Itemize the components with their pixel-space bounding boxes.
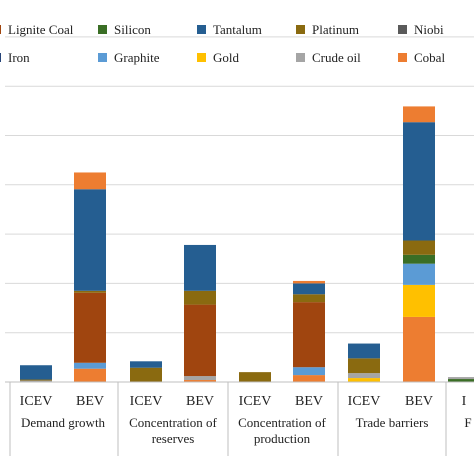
bar-segment-silicon bbox=[448, 379, 474, 382]
bar-segment-tantalum bbox=[403, 122, 435, 241]
x-group-label: Demand growth bbox=[21, 415, 106, 430]
legend-item-gold: Gold bbox=[197, 50, 240, 65]
legend-swatch bbox=[296, 25, 305, 34]
bar-segment-platinum bbox=[403, 240, 435, 255]
x-tick-label: BEV bbox=[186, 394, 214, 409]
x-tick-label: BEV bbox=[76, 394, 104, 409]
legend-label: Graphite bbox=[114, 50, 160, 65]
legend-item-iron: Iron bbox=[0, 50, 30, 65]
x-tick-label: ICEV bbox=[130, 394, 163, 409]
bar-stack-icev-4 bbox=[239, 372, 271, 382]
legend: Lignite Coal Silicon Tantalum Platinum Niobi… bbox=[0, 22, 445, 65]
legend-item-lignite-coal: Lignite Coal bbox=[0, 22, 74, 37]
legend-item-graphite: Graphite bbox=[98, 50, 160, 65]
x-group-label: Concentration of production bbox=[238, 415, 326, 446]
bar-segment-crude-oil bbox=[448, 377, 474, 380]
legend-label: Silicon bbox=[114, 22, 151, 37]
legend-swatch bbox=[98, 25, 107, 34]
bar-segment-platinum bbox=[348, 358, 380, 374]
bar-segment-gold bbox=[403, 284, 435, 317]
bar-segment-platinum bbox=[130, 367, 162, 382]
legend-swatch bbox=[398, 53, 407, 62]
legend-swatch bbox=[0, 25, 1, 34]
bar-segment-cobal bbox=[184, 380, 216, 382]
bar-segment-tantalum bbox=[130, 361, 162, 368]
bar-segment-platinum bbox=[239, 372, 271, 382]
bar-segment-platinum bbox=[293, 294, 325, 303]
bar-segment-cobal bbox=[74, 172, 106, 190]
bar-segment-cobal bbox=[293, 375, 325, 382]
bar-stack-bev-3 bbox=[184, 244, 216, 382]
legend-label: Gold bbox=[213, 50, 240, 65]
bar-segment-platinum bbox=[184, 290, 216, 305]
bar-segment-tantalum bbox=[74, 189, 106, 291]
legend-item-silicon: Silicon bbox=[98, 22, 151, 37]
x-tick-label: ICEV bbox=[348, 394, 381, 409]
bar-segment-platinum bbox=[74, 290, 106, 293]
legend-label: Platinum bbox=[312, 22, 359, 37]
bar-stack-bev-5 bbox=[293, 280, 325, 382]
bar-segment-tantalum bbox=[184, 244, 216, 291]
legend-label: Iron bbox=[8, 50, 30, 65]
bar-segment-lignite-coal bbox=[74, 292, 106, 363]
bar-segment-graphite bbox=[74, 362, 106, 369]
x-group-label: Concentration of reserves bbox=[129, 415, 217, 446]
bar-segment-cobal bbox=[403, 106, 435, 123]
x-tick-label: I bbox=[462, 394, 467, 409]
bar-stack-bev-7 bbox=[403, 106, 435, 382]
legend-swatch bbox=[296, 53, 305, 62]
bar-segment-tantalum bbox=[293, 283, 325, 295]
bar-segment-cobal bbox=[74, 368, 106, 382]
bar-segment-tantalum bbox=[20, 365, 52, 380]
bar-stack-icev-6 bbox=[348, 343, 380, 382]
legend-item-niobi: Niobi bbox=[398, 22, 444, 37]
bars bbox=[20, 106, 474, 382]
bar-segment-tantalum bbox=[348, 343, 380, 359]
legend-item-tantalum: Tantalum bbox=[197, 22, 262, 37]
bar-segment-crude-oil bbox=[20, 380, 52, 382]
x-tick-label: ICEV bbox=[239, 394, 272, 409]
legend-swatch bbox=[98, 53, 107, 62]
bar-segment-graphite bbox=[293, 367, 325, 376]
x-group-label: Trade barriers bbox=[356, 415, 429, 430]
legend-label: Niobi bbox=[414, 22, 444, 37]
legend-label: Crude oil bbox=[312, 50, 361, 65]
bar-segment-cobal bbox=[403, 316, 435, 382]
bar-stack-icev-2 bbox=[130, 361, 162, 382]
legend-item-cobal: Cobal bbox=[398, 50, 445, 65]
legend-label: Tantalum bbox=[213, 22, 262, 37]
bar-stack-bev-1 bbox=[74, 172, 106, 382]
legend-swatch bbox=[0, 53, 1, 62]
bar-segment-lignite-coal bbox=[184, 304, 216, 377]
bar-segment-cobal bbox=[293, 280, 325, 284]
bar-segment-silicon bbox=[403, 254, 435, 264]
legend-swatch bbox=[197, 25, 206, 34]
bar-stack-icev-0 bbox=[20, 365, 52, 382]
x-tick-label: BEV bbox=[405, 394, 433, 409]
legend-label: Lignite Coal bbox=[8, 22, 74, 37]
bar-segment-crude-oil bbox=[184, 376, 216, 381]
legend-swatch bbox=[197, 53, 206, 62]
x-tick-label: ICEV bbox=[20, 394, 53, 409]
x-group-label: F bbox=[464, 415, 471, 430]
x-axis: ICEV BEV ICEV BEV ICEV BEV ICEV BEV I Demand grow… bbox=[5, 381, 474, 456]
bar-segment-lignite-coal bbox=[293, 302, 325, 368]
bar-segment-gold bbox=[348, 378, 380, 382]
legend-item-crude-oil: Crude oil bbox=[296, 50, 361, 65]
legend-swatch bbox=[398, 25, 407, 34]
bar-segment-crude-oil bbox=[348, 373, 380, 379]
bar-segment-graphite bbox=[403, 263, 435, 285]
legend-label: Cobal bbox=[414, 50, 445, 65]
bar-stack-i-8 bbox=[448, 377, 474, 382]
bar-segment-platinum bbox=[20, 379, 52, 381]
x-tick-label: BEV bbox=[295, 394, 323, 409]
legend-item-platinum: Platinum bbox=[296, 22, 359, 37]
